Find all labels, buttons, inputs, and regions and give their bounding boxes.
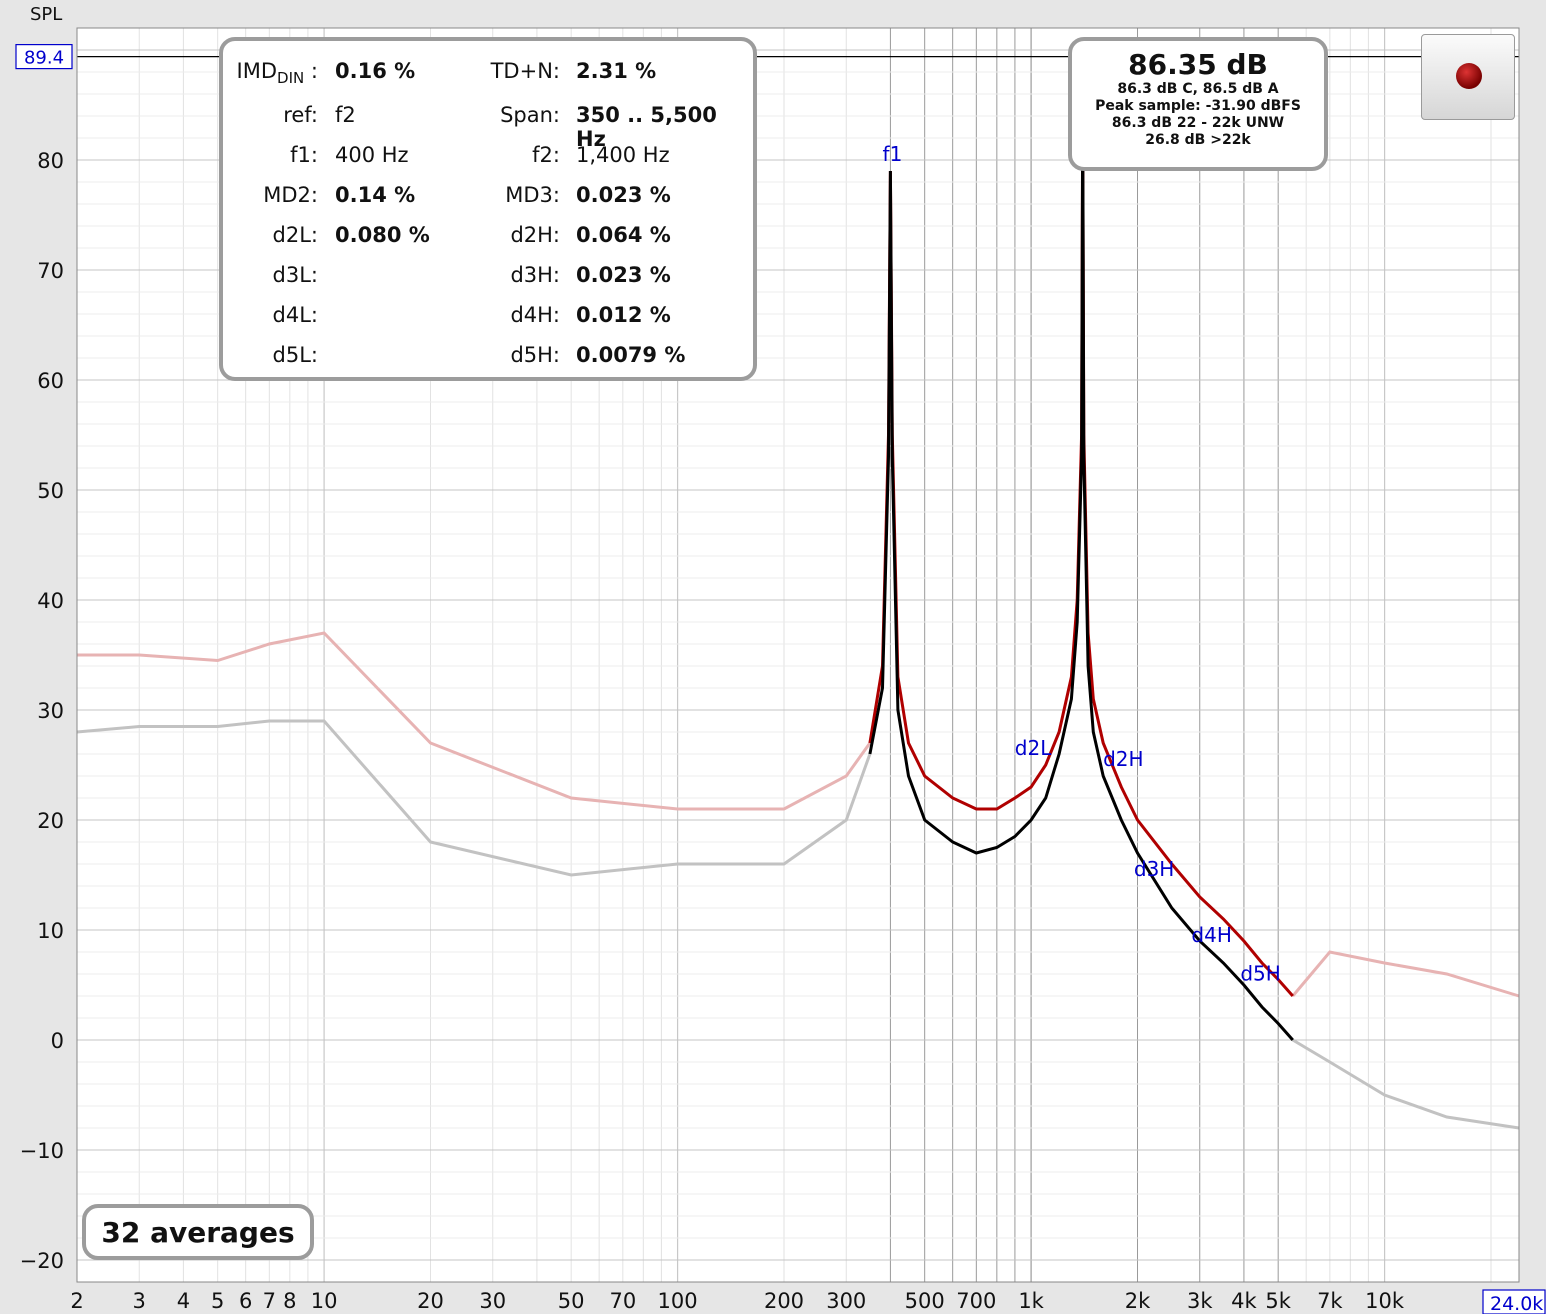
series-line-out-of-span-low	[76, 719, 872, 877]
x-tick-label: 100	[658, 1289, 698, 1313]
md2-value: 0.14 %	[335, 183, 416, 207]
tdn-label: TD+N:	[490, 59, 560, 83]
x-tick-label: 7	[263, 1289, 276, 1313]
level-unweighted-line: 86.3 dB 22 - 22k UNW	[1111, 115, 1285, 131]
x-tick-label: 3	[133, 1289, 146, 1313]
x-tick-label: 4k	[1231, 1289, 1257, 1313]
x-tick-label: 3k	[1187, 1289, 1213, 1313]
level-peak-sample-line: Peak sample: -31.90 dBFS	[1095, 98, 1301, 114]
ref-label: ref:	[283, 103, 318, 127]
d3h-label: d3H:	[510, 263, 560, 287]
d5h-value: 0.0079 %	[576, 343, 686, 367]
d2h-label: d2H:	[510, 223, 560, 247]
ref-value: f2	[335, 103, 356, 127]
x-tick-label: 70	[609, 1289, 636, 1313]
level-above-22k-line: 26.8 dB >22k	[1145, 132, 1251, 148]
y-tick-label: 80	[37, 149, 64, 173]
y-tick-label: −20	[20, 1249, 64, 1273]
y-tick-label: 0	[51, 1029, 64, 1053]
md3-value: 0.023 %	[576, 183, 671, 207]
averages-counter: 32 averages	[82, 1204, 314, 1260]
x-tick-label: 1k	[1018, 1289, 1044, 1313]
md2-label: MD2:	[263, 183, 318, 207]
d4l-label: d4L:	[272, 303, 318, 327]
x-tick-label: 7k	[1317, 1289, 1343, 1313]
y-tick-label: −10	[20, 1139, 64, 1163]
d4h-value: 0.012 %	[576, 303, 671, 327]
span-value: 350 .. 5,500 Hz	[576, 103, 717, 151]
x-tick-label: 8	[283, 1289, 296, 1313]
record-button[interactable]	[1421, 34, 1515, 120]
imd-results-panel: IMDDIN : 0.16 % TD+N: 2.31 % ref: f2 Spa…	[219, 37, 757, 381]
span-label: Span:	[500, 103, 560, 127]
peak-label: d2L	[1015, 736, 1052, 760]
series-line-out-of-span-high	[1292, 1038, 1520, 1130]
x-tick-label: 500	[905, 1289, 945, 1313]
x-tick-label: 5	[211, 1289, 224, 1313]
x-tick-label: 30	[479, 1289, 506, 1313]
x-tick-label: 700	[956, 1289, 996, 1313]
d3l-label: d3L:	[272, 263, 318, 287]
y-tick-label: 10	[37, 919, 64, 943]
level-weighted-line: 86.3 dB C, 86.5 dB A	[1117, 81, 1279, 97]
x-tick-label: 10	[311, 1289, 338, 1313]
series-line-out-of-span-low	[77, 631, 872, 811]
x-tick-label: 200	[764, 1289, 804, 1313]
f1-label: f1:	[290, 143, 318, 167]
plot-border	[76, 27, 1520, 1283]
reference-line-label-box	[15, 43, 73, 70]
peak-label: d2H	[1103, 747, 1143, 771]
x-tick-label: 10k	[1365, 1289, 1405, 1313]
x-end-label: 24.0k	[1490, 1293, 1543, 1314]
y-axis-label: SPL	[30, 4, 62, 25]
d5h-label: d5H:	[510, 343, 560, 367]
d2l-label: d2L:	[272, 223, 318, 247]
x-tick-label: 2	[70, 1289, 83, 1313]
x-tick-label: 2k	[1125, 1289, 1151, 1313]
d2l-value: 0.080 %	[335, 223, 430, 247]
d3h-value: 0.023 %	[576, 263, 671, 287]
series-line-out-of-span-high	[1291, 950, 1520, 998]
level-main-readout: 86.35 dB	[1128, 48, 1268, 81]
peak-label: f1	[883, 142, 903, 166]
imd-din-value: 0.16 %	[335, 59, 416, 83]
y-tick-label: 60	[37, 369, 64, 393]
y-tick-label: 30	[37, 699, 64, 723]
d2h-value: 0.064 %	[576, 223, 671, 247]
level-meter-panel: 86.35 dB 86.3 dB C, 86.5 dB A Peak sampl…	[1068, 37, 1328, 171]
y-tick-label: 20	[37, 809, 64, 833]
x-tick-label: 4	[177, 1289, 190, 1313]
y-tick-label: 50	[37, 479, 64, 503]
x-end-label-box	[1482, 1289, 1546, 1314]
x-tick-label: 50	[558, 1289, 585, 1313]
record-icon	[1456, 63, 1482, 89]
peak-label: d5H	[1240, 962, 1280, 986]
peak-label: d4H	[1191, 923, 1231, 947]
peak-label: d3H	[1134, 857, 1174, 881]
md3-label: MD3:	[505, 183, 560, 207]
x-tick-label: 5k	[1265, 1289, 1291, 1313]
series-line-in-span	[868, 115, 1294, 997]
d4h-label: d4H:	[510, 303, 560, 327]
y-tick-label: 40	[37, 589, 64, 613]
reference-line-label: 89.4	[24, 48, 64, 69]
f2-label: f2:	[532, 143, 560, 167]
f1-value: 400 Hz	[335, 143, 409, 167]
series-line-in-span	[868, 115, 1294, 1041]
d5l-label: d5L:	[272, 343, 318, 367]
imd-din-label: IMDDIN :	[236, 59, 318, 88]
y-tick-label: 70	[37, 259, 64, 283]
x-tick-label: 300	[826, 1289, 866, 1313]
tdn-value: 2.31 %	[576, 59, 657, 83]
x-tick-label: 20	[417, 1289, 444, 1313]
x-tick-label: 6	[239, 1289, 252, 1313]
f2-value: 1,400 Hz	[576, 143, 670, 167]
